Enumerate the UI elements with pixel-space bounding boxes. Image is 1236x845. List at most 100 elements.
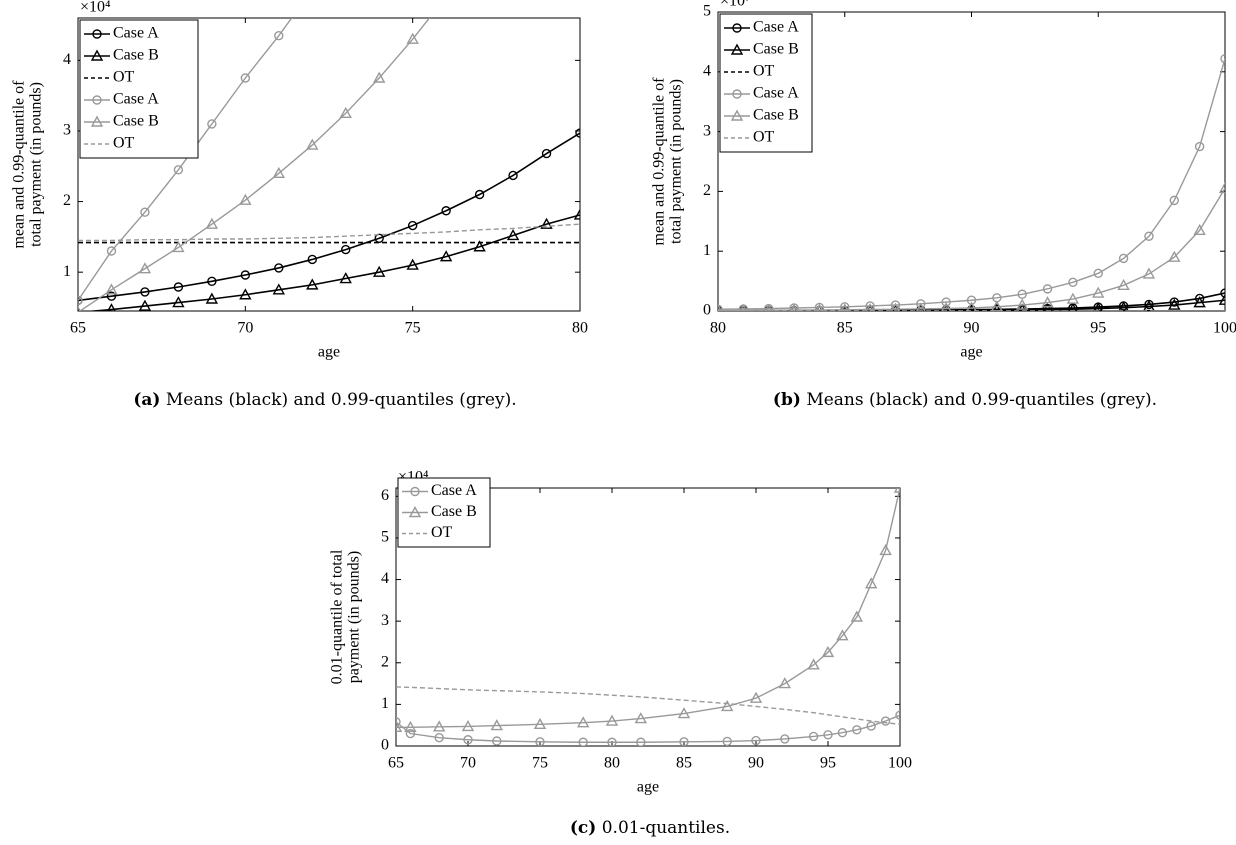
series-line (78, 132, 580, 302)
marker (895, 710, 900, 720)
marker (880, 716, 891, 726)
plot-area (396, 488, 900, 746)
marker (577, 716, 590, 728)
x-tick-label: 70 (460, 755, 476, 772)
marker (339, 272, 352, 284)
marker (941, 302, 952, 311)
legend: Case A Case B OT Case A Case B OT (79, 19, 199, 159)
caption-label: (b) (773, 390, 801, 410)
marker (575, 128, 580, 138)
marker (490, 719, 503, 731)
marker (739, 303, 748, 311)
y-tick-label: 2 (703, 182, 711, 199)
marker (1142, 300, 1156, 311)
marker (636, 737, 646, 746)
y-tick-label: 1 (703, 242, 711, 259)
marker (1220, 288, 1225, 298)
marker (814, 302, 825, 311)
marker (730, 109, 744, 121)
legend-label: OT (753, 63, 775, 80)
x-tick-label: 90 (748, 755, 764, 772)
legend-box (79, 19, 199, 159)
x-tick-label: 85 (837, 320, 853, 337)
caption-text: Means (black) and 0.99-quantiles (grey). (806, 390, 1157, 410)
marker (373, 265, 386, 277)
legend-label: Case A (113, 91, 159, 108)
marker (840, 303, 849, 311)
y-tick-label: 3 (381, 612, 389, 629)
marker (434, 732, 444, 743)
marker (1193, 296, 1206, 308)
legend-label: Case B (753, 107, 799, 124)
y-axis-label: total payment (in pounds) (28, 82, 45, 247)
marker (433, 720, 446, 732)
marker (1168, 298, 1181, 310)
marker (373, 71, 386, 83)
x-tick-label: 65 (388, 755, 404, 772)
marker (306, 278, 319, 290)
y-multiplier: ×10⁷ (720, 0, 751, 10)
series-line (718, 58, 1225, 310)
caption: (c) 0.01-quantiles. (570, 818, 730, 838)
marker (92, 95, 102, 105)
y-axis-label: mean and 0.99-quantile of (651, 77, 668, 246)
series-line (396, 686, 900, 726)
marker (441, 206, 451, 216)
marker (439, 250, 453, 262)
x-tick-label: 80 (572, 320, 588, 337)
marker (205, 217, 219, 229)
marker (1118, 301, 1130, 311)
marker (374, 233, 384, 243)
marker (1043, 303, 1052, 311)
marker (679, 737, 689, 746)
legend-label: Case A (753, 19, 799, 36)
marker (508, 170, 518, 181)
marker (140, 287, 150, 297)
y-axis-label: 0.01-quantile of total (329, 549, 346, 684)
marker (573, 208, 580, 220)
marker (533, 717, 547, 730)
marker (1117, 278, 1130, 290)
legend-label: OT (113, 69, 135, 86)
chart: 65 70 75 80 1 2 3 4 ×10⁴ age mean and 0.99-quantil… (11, 0, 588, 410)
marker (1017, 289, 1027, 299)
marker (272, 283, 285, 295)
legend-label: OT (113, 135, 135, 152)
marker (405, 728, 416, 739)
y-tick-label: 2 (63, 192, 71, 209)
marker (879, 543, 892, 556)
y-tick-label: 1 (63, 263, 71, 280)
legend: Case A Case B OT Case A Case B OT (719, 13, 813, 153)
marker (1066, 292, 1080, 304)
marker (807, 658, 820, 670)
y-tick-label: 4 (63, 51, 71, 68)
marker (207, 276, 217, 287)
x-tick-label: 75 (405, 320, 421, 337)
marker (205, 292, 219, 304)
marker (172, 241, 185, 253)
marker (866, 721, 876, 731)
y-tick-label: 4 (381, 570, 389, 587)
marker (1144, 231, 1154, 241)
series-line (78, 18, 431, 311)
y-axis-label: mean and 0.99-quantile of (11, 80, 28, 249)
marker (339, 106, 352, 119)
marker (461, 720, 475, 732)
legend-label: Case B (113, 113, 159, 130)
marker (410, 486, 420, 497)
x-tick-label: 65 (70, 320, 86, 337)
marker (396, 720, 403, 732)
marker (396, 717, 401, 727)
marker (966, 301, 977, 311)
caption-label: (a) (133, 390, 160, 410)
marker (406, 258, 419, 270)
marker (992, 303, 1001, 311)
x-tick-label: 95 (1090, 320, 1106, 337)
marker (239, 193, 252, 205)
marker (404, 720, 417, 732)
marker (1193, 223, 1206, 235)
marker (821, 645, 835, 658)
marker (90, 49, 104, 61)
legend-label: OT (431, 524, 453, 541)
